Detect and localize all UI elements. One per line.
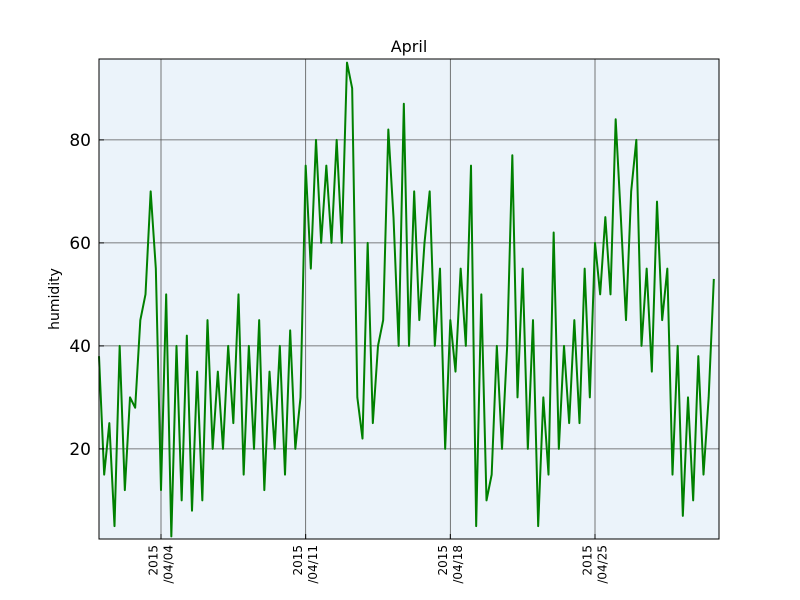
y-tick-label: 40	[69, 337, 91, 357]
y-axis-label: humidity	[47, 268, 63, 330]
y-tick-label: 60	[69, 234, 91, 254]
y-tick-label: 20	[69, 440, 91, 460]
x-tick-label: 2015/04/04	[147, 545, 176, 584]
x-tick-label: 2015/04/25	[581, 545, 610, 584]
plot-frame	[98, 58, 720, 540]
x-tick-label: 2015/04/11	[291, 545, 320, 584]
y-tick-label: 80	[69, 131, 91, 151]
data-line	[98, 61, 715, 538]
x-tick-label: 2015/04/18	[436, 545, 465, 584]
chart-title: April	[391, 37, 428, 56]
